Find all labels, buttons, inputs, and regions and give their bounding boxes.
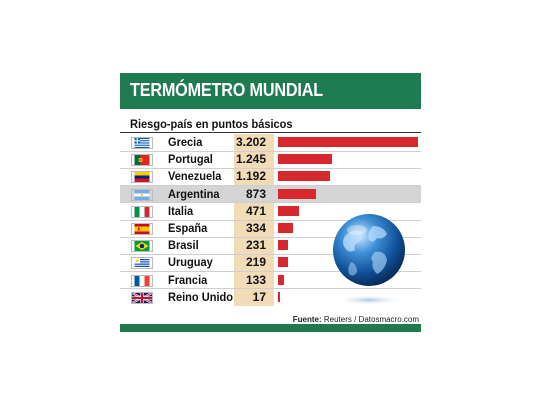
- table-row: España 334: [120, 220, 421, 237]
- spain-flag-icon: [131, 223, 153, 235]
- chart-subtitle: Riesgo-país en puntos básicos: [130, 117, 293, 131]
- country-label: Grecia: [168, 135, 203, 149]
- globe-icon: [333, 214, 405, 305]
- source-label: Fuente:: [292, 315, 322, 324]
- value-label: 334: [245, 221, 266, 235]
- bar: [278, 257, 288, 268]
- country-label: Francia: [168, 272, 208, 287]
- footer-bar: [120, 324, 421, 332]
- chart-title: TERMÓMETRO MUNDIAL: [130, 80, 323, 100]
- bar: [278, 205, 299, 216]
- country-label: Italia: [168, 203, 194, 218]
- value-label: 219: [245, 255, 266, 270]
- country-label: Brasil: [168, 238, 199, 253]
- bar: [278, 291, 280, 302]
- table-row: Argentina 873: [120, 185, 421, 203]
- table-row: Grecia 3.202: [120, 134, 421, 151]
- row-divider: [120, 150, 421, 152]
- country-label: Reino Unido: [168, 289, 234, 304]
- value-label: 873: [245, 186, 266, 201]
- france-flag-icon: [131, 274, 153, 287]
- argentina-flag-icon: [131, 188, 153, 201]
- venezuela-flag-icon: [131, 171, 153, 184]
- source-note: Fuente: Reuters / Datosmacro.com: [293, 315, 419, 324]
- portugal-flag-icon: [131, 154, 153, 167]
- value-label: 133: [245, 272, 266, 287]
- uruguay-flag-icon: [131, 257, 153, 270]
- bar: [278, 154, 333, 165]
- table-row: Uruguay 219: [120, 254, 421, 271]
- row-divider: [120, 288, 421, 290]
- country-label: España: [168, 221, 208, 235]
- header-bar: TERMÓMETRO MUNDIAL: [120, 73, 421, 109]
- source-text: Reuters / Datosmacro.com: [323, 315, 419, 324]
- value-label: 1.192: [235, 169, 266, 184]
- italy-flag-icon: [131, 205, 153, 218]
- row-divider: [120, 202, 421, 204]
- value-label: 17: [252, 289, 266, 304]
- table-row: Portugal 1.245: [120, 151, 421, 168]
- bar: [278, 137, 418, 147]
- row-divider: [120, 253, 421, 255]
- brazil-flag-icon: [131, 240, 153, 253]
- value-label: 231: [245, 238, 266, 253]
- table-row: Brasil 231: [120, 237, 421, 254]
- bar: [278, 240, 289, 251]
- greece-flag-icon: [131, 137, 153, 149]
- header-rule: [120, 132, 421, 133]
- value-label: 1.245: [235, 152, 266, 167]
- table-row: Venezuela 1.192: [120, 168, 421, 185]
- bar: [278, 274, 284, 285]
- bar: [278, 171, 331, 182]
- table-row: Reino Unido 17: [120, 289, 421, 306]
- uk-flag-icon: [131, 291, 153, 304]
- row-divider: [120, 271, 421, 273]
- bar: [278, 223, 293, 233]
- country-label: Portugal: [168, 152, 213, 167]
- country-label: Uruguay: [168, 255, 213, 270]
- value-label: 471: [245, 203, 266, 218]
- value-label: 3.202: [235, 135, 266, 149]
- bar: [278, 188, 317, 199]
- table-row: Francia 133: [120, 272, 421, 289]
- row-divider: [120, 167, 421, 169]
- row-divider: [120, 236, 421, 238]
- country-label: Venezuela: [168, 169, 222, 184]
- table-row: Italia 471: [120, 203, 421, 220]
- infographic-card: TERMÓMETRO MUNDIAL Riesgo-país en puntos…: [120, 73, 421, 332]
- row-divider: [120, 219, 421, 221]
- country-label: Argentina: [168, 186, 220, 201]
